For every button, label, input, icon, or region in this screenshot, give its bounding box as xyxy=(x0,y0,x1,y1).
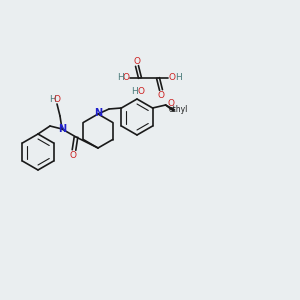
Text: H: H xyxy=(49,94,56,103)
Text: H: H xyxy=(175,74,182,82)
Text: ethyl: ethyl xyxy=(169,104,188,113)
Text: O: O xyxy=(137,86,145,95)
Text: O: O xyxy=(158,91,164,100)
Text: N: N xyxy=(94,108,102,118)
Text: O: O xyxy=(70,152,76,160)
Text: O: O xyxy=(169,74,176,82)
Text: H: H xyxy=(130,86,137,95)
Text: H: H xyxy=(117,74,123,82)
Text: O: O xyxy=(167,100,174,109)
Text: O: O xyxy=(122,74,130,82)
Text: O: O xyxy=(53,94,61,103)
Text: N: N xyxy=(58,124,66,134)
Text: O: O xyxy=(134,56,140,65)
